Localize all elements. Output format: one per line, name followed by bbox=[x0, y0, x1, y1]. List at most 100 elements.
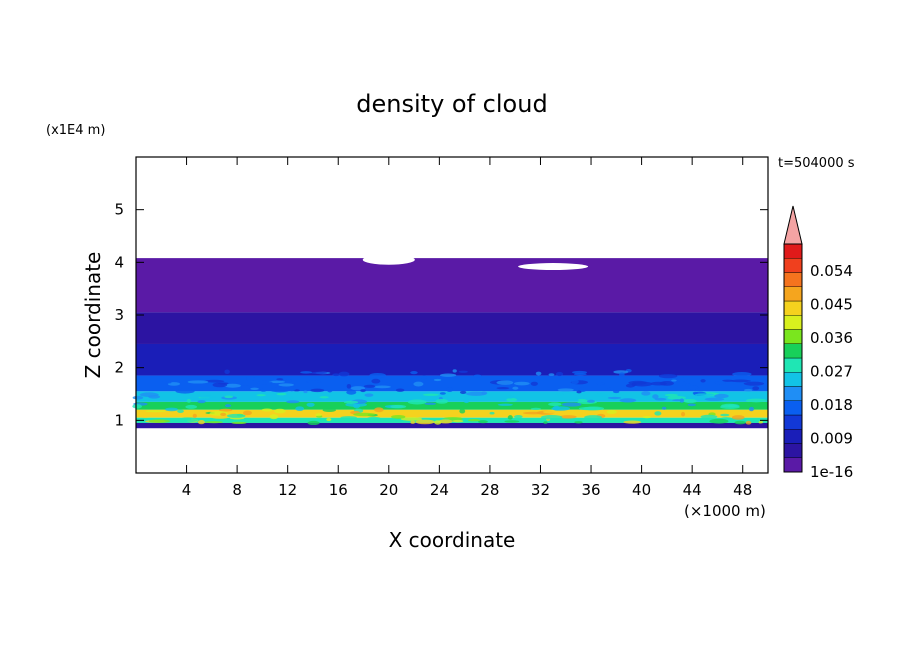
x-tick-label: 16 bbox=[329, 481, 348, 499]
density-patch bbox=[542, 410, 565, 414]
density-patch bbox=[306, 402, 315, 407]
colorbar-band bbox=[783, 329, 803, 344]
density-layers bbox=[136, 258, 768, 429]
colorbar-band bbox=[783, 272, 803, 287]
density-patch bbox=[530, 381, 538, 386]
colorbar-label: 0.045 bbox=[810, 296, 853, 314]
density-patch bbox=[186, 399, 191, 403]
density-patch bbox=[287, 386, 296, 392]
density-patch bbox=[177, 409, 184, 414]
density-patch bbox=[140, 414, 151, 418]
density-patch bbox=[612, 390, 620, 394]
density-patch bbox=[274, 408, 286, 414]
density-patch bbox=[132, 404, 142, 409]
density-patch bbox=[224, 383, 241, 388]
density-patch bbox=[218, 382, 229, 385]
cloud-gap bbox=[518, 263, 589, 271]
x-tick-label: 24 bbox=[430, 481, 449, 499]
colorbar-band bbox=[783, 357, 803, 373]
colorbar-band bbox=[783, 300, 803, 316]
density-patch bbox=[319, 396, 329, 399]
colorbar-label: 0.036 bbox=[810, 329, 853, 347]
density-patch bbox=[731, 415, 745, 420]
density-patch bbox=[535, 371, 542, 376]
density-patch bbox=[374, 407, 384, 413]
density-patch bbox=[557, 388, 574, 392]
density-patch bbox=[424, 402, 437, 405]
density-patch bbox=[197, 400, 206, 404]
density-patch bbox=[332, 373, 340, 377]
density-patch bbox=[459, 390, 467, 394]
density-patch bbox=[576, 390, 582, 394]
density-patch bbox=[192, 413, 197, 419]
density-patch bbox=[158, 381, 172, 384]
density-patch bbox=[260, 388, 267, 392]
density-patch bbox=[513, 381, 530, 386]
density-patch bbox=[661, 406, 667, 410]
density-patch bbox=[478, 420, 488, 424]
density-layer bbox=[136, 312, 768, 344]
density-patch bbox=[410, 420, 416, 424]
colorbar: 1e-16 0.009 0.018 0.027 0.036 0.045 0.054 bbox=[783, 205, 853, 481]
density-patch bbox=[439, 392, 446, 395]
density-patch bbox=[415, 419, 435, 425]
density-patch bbox=[435, 398, 449, 404]
density-patch bbox=[288, 396, 294, 399]
density-patch bbox=[619, 398, 637, 403]
density-patch bbox=[704, 397, 725, 401]
density-patch bbox=[594, 393, 608, 398]
density-patch bbox=[310, 388, 325, 393]
density-patch bbox=[250, 387, 259, 390]
density-patch bbox=[309, 371, 328, 375]
density-patch bbox=[326, 417, 332, 422]
density-patch bbox=[555, 371, 564, 377]
density-patch bbox=[743, 388, 753, 392]
density-patch bbox=[650, 381, 667, 386]
density-patch bbox=[300, 371, 313, 374]
density-patch bbox=[506, 398, 518, 402]
cloud-gap bbox=[282, 239, 331, 248]
density-patch bbox=[261, 408, 273, 412]
density-patch bbox=[226, 413, 246, 418]
density-patch bbox=[458, 370, 468, 373]
density-patch bbox=[752, 386, 760, 391]
colorbar-band bbox=[783, 429, 803, 444]
x-tick-label: 4 bbox=[182, 481, 192, 499]
density-layer bbox=[136, 391, 768, 402]
density-patch bbox=[607, 396, 622, 400]
density-patch bbox=[543, 421, 548, 424]
density-patch bbox=[452, 419, 464, 423]
density-patch bbox=[683, 399, 689, 402]
density-patch bbox=[514, 414, 523, 419]
density-patch bbox=[269, 387, 290, 393]
colorbar-band bbox=[783, 343, 803, 359]
colorbar-label: 0.054 bbox=[810, 262, 853, 280]
density-patch bbox=[748, 406, 754, 412]
density-patch bbox=[204, 379, 225, 383]
density-layer bbox=[136, 343, 768, 376]
density-layer bbox=[136, 401, 768, 410]
density-patch bbox=[452, 369, 457, 373]
density-patch bbox=[446, 387, 453, 393]
density-patch bbox=[623, 420, 642, 424]
density-patch bbox=[714, 393, 729, 399]
density-patch bbox=[178, 417, 198, 423]
density-patch bbox=[367, 416, 381, 420]
density-patch bbox=[671, 379, 677, 382]
density-patch bbox=[438, 419, 453, 424]
y-tick-label: 1 bbox=[114, 411, 124, 429]
density-patch bbox=[303, 390, 308, 394]
density-patch bbox=[465, 391, 487, 396]
density-patch bbox=[577, 398, 587, 401]
density-patch bbox=[379, 377, 387, 381]
density-patch bbox=[631, 382, 637, 387]
density-patch bbox=[307, 420, 320, 426]
colorbar-label: 0.018 bbox=[810, 396, 853, 414]
density-patch bbox=[343, 400, 359, 404]
colorbar-bands bbox=[783, 243, 803, 473]
density-patch bbox=[745, 420, 752, 425]
density-patch bbox=[200, 395, 217, 399]
density-patch bbox=[730, 379, 751, 383]
